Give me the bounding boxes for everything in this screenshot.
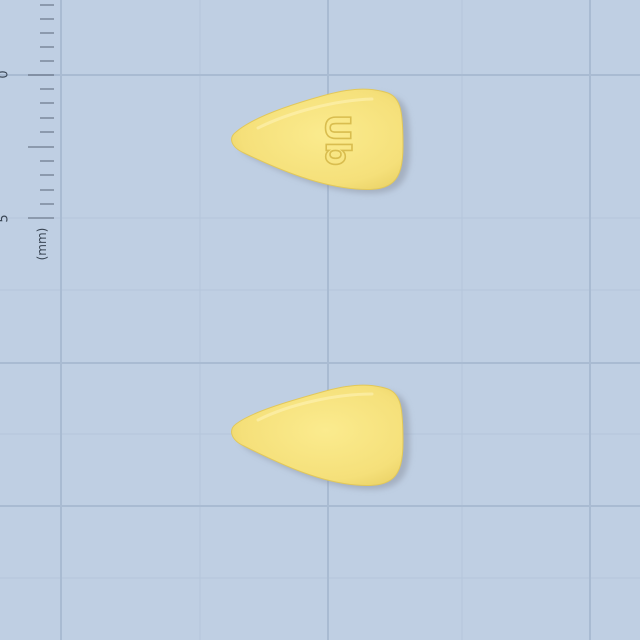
ruler-ticks [28,4,54,219]
scale-number-five: 5 [0,214,12,222]
scale-number-zero: 0 [0,70,12,78]
scale-unit-label: (mm) [35,227,49,261]
